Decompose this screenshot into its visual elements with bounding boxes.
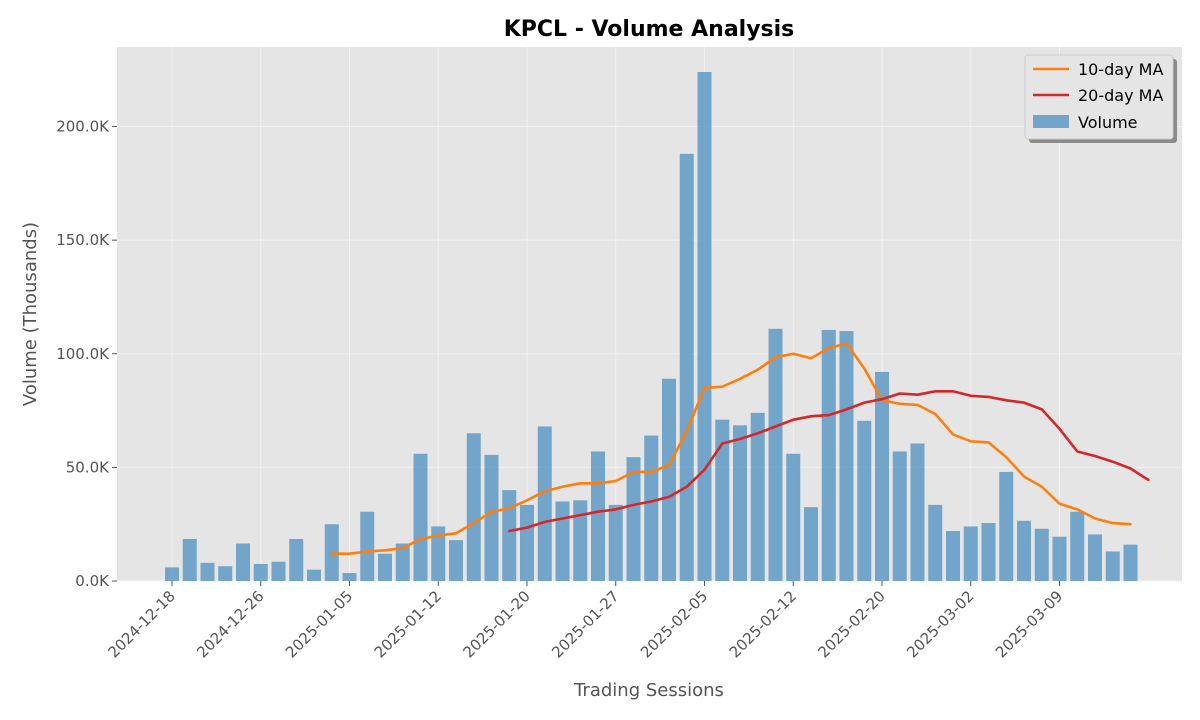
y-tick-label: 150.0K [56, 231, 110, 249]
x-tick-label: 2025-02-12 [726, 587, 800, 661]
volume-bar [271, 561, 286, 581]
volume-bar [1034, 528, 1049, 581]
volume-bar [626, 457, 641, 581]
volume-bar [484, 454, 499, 581]
volume-bar [750, 412, 765, 581]
volume-bar [768, 328, 783, 581]
legend-ma20-label: 20-day MA [1078, 86, 1163, 105]
y-tick-label: 0.0K [75, 572, 110, 590]
volume-bar [573, 500, 588, 581]
chart-title: KPCL - Volume Analysis [504, 17, 795, 42]
x-tick-label: 2025-01-27 [548, 587, 622, 661]
volume-bar [857, 420, 872, 581]
legend: 10-day MA 20-day MA Volume [1024, 54, 1177, 143]
volume-bar [1052, 536, 1067, 581]
legend-volume-swatch [1033, 115, 1069, 128]
volume-bar [218, 566, 233, 581]
volume-bar [679, 153, 694, 582]
volume-bar [466, 433, 481, 581]
volume-bar [378, 553, 392, 581]
volume-bar [360, 511, 375, 581]
y-tick-label: 200.0K [56, 118, 110, 136]
volume-bar [591, 451, 605, 581]
x-tick-label: 2025-01-12 [371, 587, 445, 661]
volume-bar [182, 538, 197, 581]
bars-layer [165, 71, 1138, 582]
volume-bar [165, 567, 179, 581]
volume-bar [1017, 520, 1031, 581]
volume-bar [875, 371, 889, 581]
x-axis-label: Trading Sessions [573, 680, 724, 701]
volume-bar [289, 538, 304, 581]
volume-bar [431, 526, 446, 581]
x-tick-label: 2025-02-20 [814, 587, 888, 661]
volume-bar [1105, 551, 1120, 581]
volume-bar [307, 569, 321, 581]
volume-bar [1123, 544, 1138, 581]
volume-bar [502, 490, 517, 581]
volume-bar [1070, 511, 1085, 581]
volume-bar [413, 453, 428, 581]
y-axis-label: Volume (Thousands) [20, 222, 41, 406]
volume-bar [555, 501, 570, 581]
volume-bar [963, 526, 978, 581]
volume-bar [910, 443, 925, 581]
legend-ma10-label: 10-day MA [1078, 60, 1163, 79]
x-ticks-layer: 2024-12-18 2024-12-26 2025-01-05 2025-01-12… [104, 581, 1066, 661]
volume-bar [537, 426, 552, 581]
volume-bar [520, 504, 534, 581]
volume-bar [981, 523, 996, 581]
volume-bar [999, 471, 1014, 581]
y-ticks-layer: 0.0K 50.0K 100.0K 150.0K 200.0K [56, 118, 117, 590]
x-tick-label: 2024-12-26 [193, 587, 267, 661]
volume-bar [200, 562, 215, 581]
ma20-line [507, 389, 1150, 533]
legend-volume-label: Volume [1078, 113, 1138, 132]
x-tick-label: 2025-02-05 [637, 587, 711, 661]
volume-bar [449, 540, 463, 581]
volume-bar [892, 451, 907, 581]
volume-bar [342, 573, 357, 581]
volume-bar [662, 378, 676, 581]
volume-bar [946, 531, 960, 581]
lines-layer [330, 342, 1150, 556]
x-tick-label: 2025-03-09 [992, 587, 1066, 661]
volume-bar [715, 419, 730, 581]
volume-bar [839, 331, 854, 581]
volume-bar [928, 504, 943, 581]
ma10-line [330, 342, 1132, 556]
volume-bar [236, 543, 250, 581]
x-tick-label: 2025-01-20 [459, 587, 533, 661]
volume-bar [733, 425, 747, 581]
y-tick-label: 100.0K [56, 345, 110, 363]
volume-bar [786, 453, 801, 581]
x-tick-label: 2025-01-05 [282, 587, 356, 661]
x-tick-label: 2024-12-18 [104, 587, 178, 661]
volume-bar [608, 504, 623, 581]
volume-bar [395, 543, 410, 581]
volume-bar [697, 71, 712, 582]
x-tick-label: 2025-03-02 [903, 587, 977, 661]
volume-bar [644, 435, 659, 581]
y-tick-label: 50.0K [66, 458, 110, 476]
volume-bar [821, 329, 836, 581]
volume-bar [1088, 534, 1102, 581]
volume-bar [804, 507, 818, 581]
volume-bar [253, 563, 268, 581]
